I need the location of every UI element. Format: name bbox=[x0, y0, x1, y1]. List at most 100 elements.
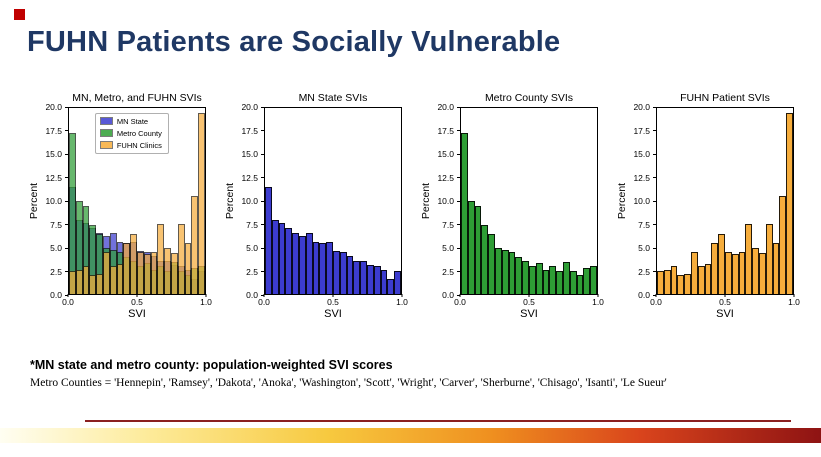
charts-row: MN, Metro, and FUHN SVIs Percent 20.0 17.5 1… bbox=[28, 92, 800, 320]
y-tick-mark bbox=[261, 294, 264, 296]
y-tick-label: 5.0 bbox=[246, 243, 258, 253]
y-tick-mark bbox=[457, 247, 460, 249]
histogram-bar bbox=[184, 242, 192, 294]
y-tick-label: 12.5 bbox=[45, 172, 62, 183]
y-tick-mark bbox=[653, 294, 656, 296]
y-tick-mark bbox=[261, 247, 264, 249]
histogram-bar bbox=[461, 133, 468, 294]
histogram-bar bbox=[164, 247, 171, 294]
legend-label: MN State bbox=[116, 116, 149, 126]
histogram-bar bbox=[745, 224, 753, 294]
histogram-bar bbox=[556, 270, 563, 294]
y-axis-label-text: Percent bbox=[28, 182, 40, 220]
histogram-bar bbox=[704, 264, 712, 294]
y-tick-label: 17.5 bbox=[633, 125, 650, 136]
y-tick-label: 10.0 bbox=[437, 196, 454, 206]
x-axis: 0.0 0.5 1.0 bbox=[454, 294, 604, 307]
histogram-bar bbox=[697, 266, 705, 294]
x-tick-label: 0.0 bbox=[62, 297, 74, 307]
x-tick-mark bbox=[597, 294, 599, 297]
chart-panel-3: Metro County SVIs Percent 20.0 17.5 15.0 12.5… bbox=[420, 92, 604, 320]
histogram-bar bbox=[563, 262, 570, 294]
histogram-bar bbox=[353, 260, 361, 294]
histogram-bar bbox=[96, 234, 103, 294]
y-axis-label-text: Percent bbox=[420, 182, 432, 220]
y-tick-mark bbox=[457, 294, 460, 296]
legend-swatch bbox=[99, 117, 113, 126]
x-tick-mark bbox=[401, 294, 403, 297]
y-tick-label: 2.5 bbox=[442, 266, 454, 277]
x-tick-label: 0.0 bbox=[650, 297, 662, 307]
chart-title: MN, Metro, and FUHN SVIs bbox=[72, 92, 202, 104]
histogram-bar bbox=[299, 236, 306, 294]
y-tick-mark bbox=[457, 177, 460, 178]
y-tick-mark bbox=[261, 130, 264, 131]
y-tick-label: 0.0 bbox=[442, 290, 454, 300]
y-tick-label: 0.0 bbox=[246, 290, 258, 300]
legend-swatch bbox=[99, 129, 113, 138]
y-tick-label: 10.0 bbox=[45, 196, 62, 206]
x-axis: 0.0 0.5 1.0 bbox=[258, 294, 408, 307]
x-axis-label: SVI bbox=[520, 308, 538, 320]
histogram-bar bbox=[326, 241, 333, 294]
series-layer-mn-state bbox=[265, 108, 401, 294]
x-tick-label: 0.5 bbox=[131, 297, 143, 307]
y-tick-label: 15.0 bbox=[633, 149, 650, 159]
y-axis-label: Percent bbox=[616, 107, 628, 295]
legend: MN State Metro County FUHN Clinics bbox=[94, 112, 169, 154]
y-tick-label: 15.0 bbox=[45, 149, 62, 159]
x-tick-mark bbox=[528, 294, 530, 297]
slide-title: FUHN Patients are Socially Vulnerable bbox=[27, 26, 561, 58]
histogram-bar bbox=[725, 252, 732, 294]
plot-area bbox=[460, 107, 598, 295]
histogram-bar bbox=[116, 264, 124, 294]
histogram-bar bbox=[759, 253, 766, 294]
footnote-metro-counties: Metro Counties = 'Hennepin', 'Ramsey', '… bbox=[30, 377, 667, 389]
histogram-bar bbox=[786, 112, 793, 294]
y-tick-mark bbox=[457, 224, 460, 225]
y-tick-label: 5.0 bbox=[442, 243, 454, 253]
histogram-bar bbox=[508, 252, 516, 294]
histogram-bar bbox=[677, 275, 685, 294]
legend-item: Metro County bbox=[99, 128, 162, 138]
y-tick-mark bbox=[457, 130, 460, 131]
histogram-bar bbox=[711, 242, 719, 294]
y-tick-mark bbox=[261, 177, 264, 178]
chart-body: Percent 20.0 17.5 15.0 12.5 10.0 7.5 5.0 2.5 0.0 bbox=[616, 102, 796, 300]
legend-swatch bbox=[99, 141, 113, 150]
y-tick-mark bbox=[653, 271, 656, 272]
histogram-bar bbox=[718, 234, 725, 294]
histogram-bar bbox=[583, 267, 591, 294]
histogram-bar bbox=[488, 234, 495, 294]
histogram-bar bbox=[278, 223, 286, 294]
y-tick-label: 10.0 bbox=[633, 196, 650, 206]
accent-square bbox=[14, 9, 25, 20]
histogram-bar bbox=[657, 270, 664, 294]
chart-body: Percent 20.0 17.5 15.0 12.5 10.0 7.5 5.0 2.5 0.0 bbox=[420, 102, 600, 300]
chart-body: Percent 20.0 17.5 15.0 12.5 10.0 7.5 5.0 2.5 0.0 M… bbox=[28, 102, 208, 300]
histogram-bar bbox=[691, 252, 698, 294]
histogram-bar bbox=[191, 196, 199, 294]
histogram-bar bbox=[549, 266, 557, 294]
y-axis-label-text: Percent bbox=[224, 182, 236, 220]
y-tick-label: 2.5 bbox=[50, 266, 62, 277]
y-tick-label: 7.5 bbox=[638, 219, 650, 230]
y-tick-label: 20.0 bbox=[633, 102, 650, 112]
y-tick-mark bbox=[653, 106, 656, 108]
histogram-bar bbox=[360, 261, 367, 294]
y-tick-label: 12.5 bbox=[241, 172, 258, 183]
histogram-bar bbox=[150, 252, 158, 294]
x-axis-label: SVI bbox=[716, 308, 734, 320]
histogram-bar bbox=[346, 255, 354, 294]
y-tick-mark bbox=[65, 294, 68, 296]
x-tick-mark bbox=[655, 294, 657, 297]
histogram-bar bbox=[529, 266, 536, 294]
legend-label: Metro County bbox=[116, 128, 162, 138]
histogram-bar bbox=[535, 263, 543, 294]
legend-item: MN State bbox=[99, 116, 162, 126]
legend-label: FUHN Clinics bbox=[116, 140, 162, 150]
y-tick-mark bbox=[65, 224, 68, 225]
histogram-bar bbox=[339, 252, 347, 294]
y-tick-label: 17.5 bbox=[241, 125, 258, 136]
histogram-bar bbox=[394, 270, 401, 294]
